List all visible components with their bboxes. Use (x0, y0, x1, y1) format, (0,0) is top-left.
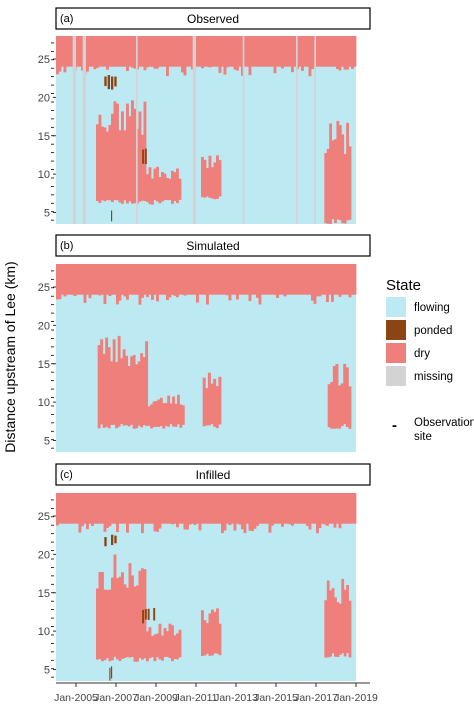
panel-tag: (a) (60, 13, 73, 25)
panel-tag: (b) (60, 240, 73, 252)
missing-period (192, 36, 196, 224)
dry-region (97, 335, 149, 429)
x-tick-label: Jan-2019 (334, 692, 378, 704)
panel-header (55, 234, 371, 257)
y-tick-label: 15 (38, 588, 50, 600)
legend-swatch (386, 320, 406, 340)
x-tick-label: Jan-2015 (254, 692, 298, 704)
ponded-region (142, 608, 156, 624)
y-tick-label: 10 (38, 169, 50, 181)
panel-header (55, 463, 371, 486)
panel-title: Simulated (186, 239, 239, 253)
missing-period (242, 36, 245, 224)
y-tick-label: 20 (38, 320, 50, 332)
dry-region (147, 394, 185, 429)
legend-label: flowing (414, 302, 450, 314)
y-axis: 5 10 15 20 25 (38, 499, 56, 678)
legend-item-dry: dry (386, 343, 430, 363)
y-tick-label: 25 (38, 282, 50, 294)
missing-period (72, 36, 76, 224)
panel-header (55, 7, 371, 30)
legend-title: State (386, 277, 421, 294)
y-tick-label: 10 (38, 397, 50, 409)
legend-label: ponded (414, 325, 452, 337)
panel-infilled: (c) Infilled 5 10 15 20 25 (38, 463, 371, 681)
dry-region (202, 372, 222, 429)
x-tick-label: Jan-2011 (174, 692, 217, 704)
panel-title: Infilled (196, 468, 231, 482)
y-tick-label: 5 (44, 664, 50, 676)
y-tick-label: 20 (38, 92, 50, 104)
x-tick-label: Jan-2017 (294, 692, 338, 704)
missing-period (136, 36, 138, 224)
panel-tag: (c) (60, 469, 73, 481)
ponded-region (142, 148, 147, 164)
panel-title: Observed (187, 12, 239, 26)
ponded-region (109, 666, 113, 681)
legend-swatch (386, 297, 406, 317)
y-axis: 5 10 15 20 25 (38, 270, 56, 449)
legend-swatch (386, 366, 406, 386)
y-tick-label: 5 (44, 435, 50, 447)
legend: State flowing ponded dry missing - Observat… (386, 277, 474, 443)
missing-period (314, 36, 316, 224)
y-axis: 5 10 15 20 25 (38, 42, 56, 221)
x-tick-label: Jan-2005 (54, 692, 98, 704)
dry-region (327, 363, 352, 429)
x-tick-label: Jan-2013 (214, 692, 258, 704)
ponded-region (104, 75, 117, 90)
y-tick-label: 15 (38, 359, 50, 371)
dry-region (96, 554, 147, 662)
x-tick-label: Jan-2009 (134, 692, 178, 704)
legend-label: missing (414, 371, 453, 383)
dry-region (324, 120, 352, 224)
dry-region (56, 264, 357, 305)
observation-site-marker: - (392, 417, 397, 434)
dry-region (324, 578, 352, 658)
ponded-region (111, 210, 113, 222)
ponded-region (104, 534, 117, 547)
missing-period (296, 36, 298, 224)
legend-item-missing: missing (386, 366, 453, 386)
dry-region (96, 100, 147, 204)
observation-site-label-line2: site (414, 431, 432, 443)
dry-region (56, 493, 357, 534)
y-tick-label: 15 (38, 131, 50, 143)
dry-region (201, 608, 222, 657)
x-tick-label: Jan-2007 (94, 692, 138, 704)
missing-period (82, 36, 86, 224)
dry-region (201, 155, 222, 200)
legend-item-flowing: flowing (386, 297, 450, 317)
y-tick-label: 10 (38, 626, 50, 638)
dry-region (146, 623, 182, 662)
legend-item-ponded: ponded (386, 320, 452, 340)
y-tick-label: 5 (44, 207, 50, 219)
observation-site-label-line1: Observation (414, 417, 474, 429)
y-tick-label: 20 (38, 549, 50, 561)
panel-observed: (a) Observed 5 10 15 20 25 (38, 7, 371, 224)
x-axis: Jan-2005Jan-2007Jan-2009Jan-2011Jan-2013… (54, 682, 378, 704)
y-axis-label: Distance upstream of Lee (km) (2, 261, 18, 452)
legend-swatch (386, 343, 406, 363)
y-tick-label: 25 (38, 511, 50, 523)
panel-simulated: (b) Simulated 5 10 15 20 25 (38, 234, 371, 452)
y-tick-label: 25 (38, 54, 50, 66)
dry-region (146, 166, 182, 205)
legend-label: dry (414, 348, 430, 360)
